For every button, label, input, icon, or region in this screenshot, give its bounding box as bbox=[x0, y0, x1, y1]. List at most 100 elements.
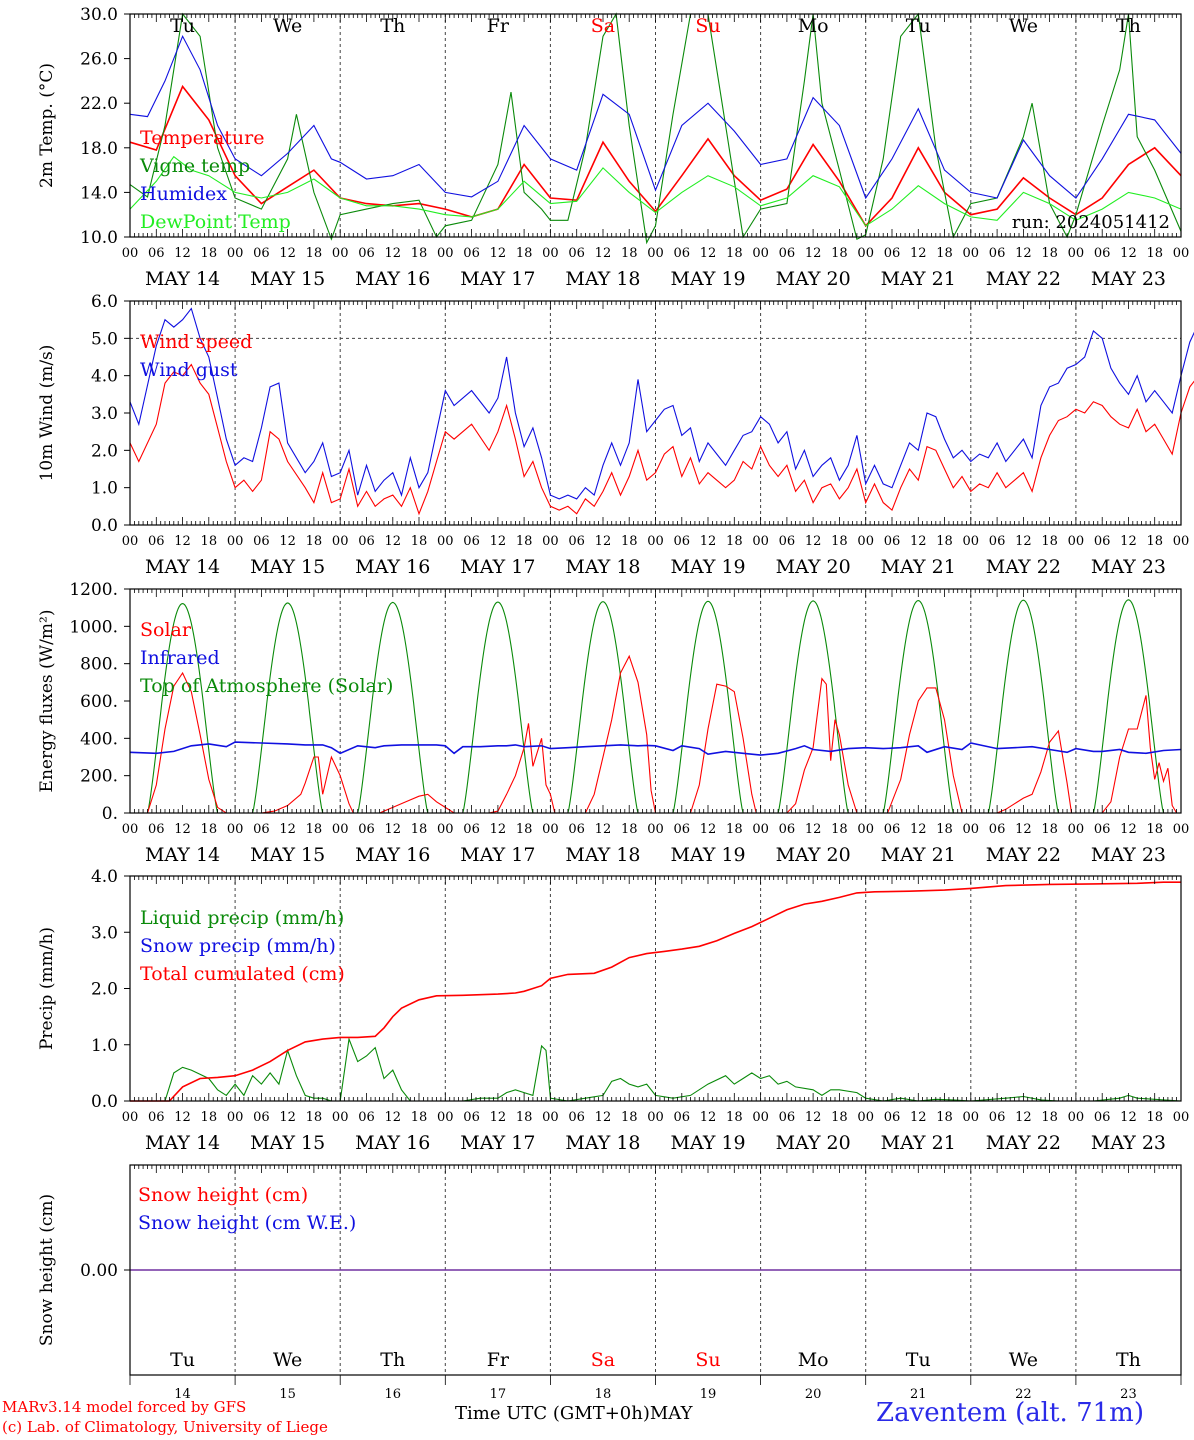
hour-tick-label: 06 bbox=[568, 822, 585, 837]
hour-tick-label: 18 bbox=[726, 246, 743, 261]
hour-tick-label: 18 bbox=[726, 534, 743, 549]
hour-tick-label: 00 bbox=[542, 822, 559, 837]
hour-tick-label: 06 bbox=[674, 822, 691, 837]
day-number-label: 16 bbox=[384, 1387, 401, 1402]
hour-tick-label: 18 bbox=[1041, 534, 1058, 549]
hour-tick-label: 18 bbox=[516, 822, 533, 837]
hour-tick-label: 06 bbox=[1094, 1110, 1111, 1125]
date-label: MAY 15 bbox=[250, 1132, 325, 1154]
series-temperature bbox=[129, 84, 1182, 228]
date-label: MAY 22 bbox=[986, 1132, 1061, 1154]
date-label: MAY 21 bbox=[881, 1132, 956, 1154]
day-label: Th bbox=[380, 15, 405, 37]
hour-tick-label: 12 bbox=[1120, 822, 1137, 837]
date-label: MAY 19 bbox=[670, 844, 745, 866]
day-label: Su bbox=[695, 15, 720, 37]
hour-tick-label: 12 bbox=[1015, 1110, 1032, 1125]
hour-tick-label: 06 bbox=[989, 246, 1006, 261]
hour-tick-label: 00 bbox=[542, 246, 559, 261]
legend-entry: Liquid precip (mm/h) bbox=[140, 907, 344, 929]
hour-tick-label: 12 bbox=[490, 1110, 507, 1125]
date-label: MAY 23 bbox=[1091, 844, 1166, 866]
hour-tick-label: 00 bbox=[647, 1110, 664, 1125]
day-label: Sa bbox=[591, 15, 615, 37]
hour-tick-label: 12 bbox=[805, 246, 822, 261]
hour-tick-label: 00 bbox=[437, 1110, 454, 1125]
hour-tick-label: 12 bbox=[805, 1110, 822, 1125]
day-label: Tu bbox=[170, 1349, 195, 1371]
hour-tick-label: 06 bbox=[463, 1110, 480, 1125]
date-label: MAY 19 bbox=[670, 268, 745, 290]
hour-tick-label: 12 bbox=[1015, 246, 1032, 261]
date-label: MAY 23 bbox=[1091, 556, 1166, 578]
legend-entry: Snow precip (mm/h) bbox=[140, 935, 336, 957]
y-axis-title: 10m Wind (m/s) bbox=[37, 345, 57, 482]
hour-tick-label: 06 bbox=[148, 534, 165, 549]
date-label: MAY 18 bbox=[565, 556, 640, 578]
hour-tick-label: 12 bbox=[910, 246, 927, 261]
date-label: MAY 14 bbox=[145, 844, 220, 866]
hour-tick-label: 06 bbox=[884, 534, 901, 549]
hour-tick-label: 18 bbox=[831, 822, 848, 837]
hour-tick-label: 06 bbox=[779, 1110, 796, 1125]
hour-tick-label: 18 bbox=[411, 822, 428, 837]
footer-model-credit: MARv3.14 model forced by GFS bbox=[2, 1398, 247, 1416]
y-tick-label: 600. bbox=[80, 692, 118, 712]
hour-tick-label: 18 bbox=[621, 1110, 638, 1125]
hour-tick-label: 12 bbox=[700, 246, 717, 261]
chart-panel-1: 10.0 14.0 18.0 22.0 26.0 30.0 2m Temp. (°C) Tem… bbox=[37, 5, 1189, 290]
hour-tick-label: 18 bbox=[936, 534, 953, 549]
y-tick-label: 0. bbox=[102, 804, 118, 824]
hour-tick-label: 18 bbox=[1146, 246, 1163, 261]
plot-frame bbox=[129, 300, 1182, 526]
hour-tick-label: 06 bbox=[989, 822, 1006, 837]
hour-tick-label: 18 bbox=[516, 534, 533, 549]
hour-tick-label: 06 bbox=[463, 534, 480, 549]
hour-tick-label: 00 bbox=[122, 246, 139, 261]
hour-tick-label: 06 bbox=[148, 1110, 165, 1125]
hour-tick-label: 00 bbox=[963, 822, 980, 837]
hour-tick-label: 12 bbox=[490, 534, 507, 549]
hour-tick-label: 06 bbox=[989, 1110, 1006, 1125]
hour-tick-label: 12 bbox=[279, 246, 296, 261]
day-label: Tu bbox=[906, 15, 931, 37]
hour-tick-label: 00 bbox=[437, 246, 454, 261]
hour-tick-label: 00 bbox=[1068, 822, 1085, 837]
date-label: MAY 17 bbox=[460, 556, 535, 578]
hour-tick-label: 00 bbox=[857, 246, 874, 261]
hour-tick-label: 06 bbox=[674, 534, 691, 549]
hour-tick-label: 12 bbox=[700, 822, 717, 837]
hour-tick-label: 12 bbox=[1120, 246, 1137, 261]
hour-tick-label: 00 bbox=[752, 246, 769, 261]
day-label: Tu bbox=[906, 1349, 931, 1371]
hour-tick-label: 00 bbox=[437, 534, 454, 549]
hour-tick-label: 12 bbox=[174, 246, 191, 261]
hour-tick-label: 00 bbox=[963, 534, 980, 549]
hour-tick-label: 06 bbox=[779, 822, 796, 837]
day-label: Mo bbox=[798, 1349, 829, 1371]
hour-tick-label: 06 bbox=[1094, 246, 1111, 261]
date-label: MAY 22 bbox=[986, 268, 1061, 290]
hour-tick-label: 00 bbox=[542, 534, 559, 549]
hour-tick-label: 06 bbox=[779, 246, 796, 261]
y-tick-label: 0.0 bbox=[91, 516, 118, 536]
hour-tick-label: 06 bbox=[358, 246, 375, 261]
date-label: MAY 15 bbox=[250, 844, 325, 866]
date-label: MAY 20 bbox=[776, 556, 851, 578]
plot-frame bbox=[129, 588, 1182, 814]
time-ticks bbox=[129, 1165, 1182, 1385]
hour-tick-label: 18 bbox=[1041, 1110, 1058, 1125]
y-tick-label: 30.0 bbox=[80, 5, 118, 25]
plot-frame bbox=[129, 13, 1182, 238]
chart-panel-2: 0.0 1.0 2.0 3.0 4.0 5.0 6.0 10m Wind (m/s) Wind … bbox=[37, 292, 1194, 578]
y-tick-label: 1.0 bbox=[91, 1036, 118, 1056]
hour-tick-label: 06 bbox=[568, 534, 585, 549]
y-tick-label: 10.0 bbox=[80, 228, 118, 248]
day-label: Th bbox=[380, 1349, 405, 1371]
hour-tick-label: 12 bbox=[910, 822, 927, 837]
hour-tick-label: 12 bbox=[279, 1110, 296, 1125]
hour-tick-label: 18 bbox=[936, 1110, 953, 1125]
hour-tick-label: 00 bbox=[122, 822, 139, 837]
hour-tick-label: 00 bbox=[857, 534, 874, 549]
legend-entry: Temperature bbox=[140, 127, 264, 149]
